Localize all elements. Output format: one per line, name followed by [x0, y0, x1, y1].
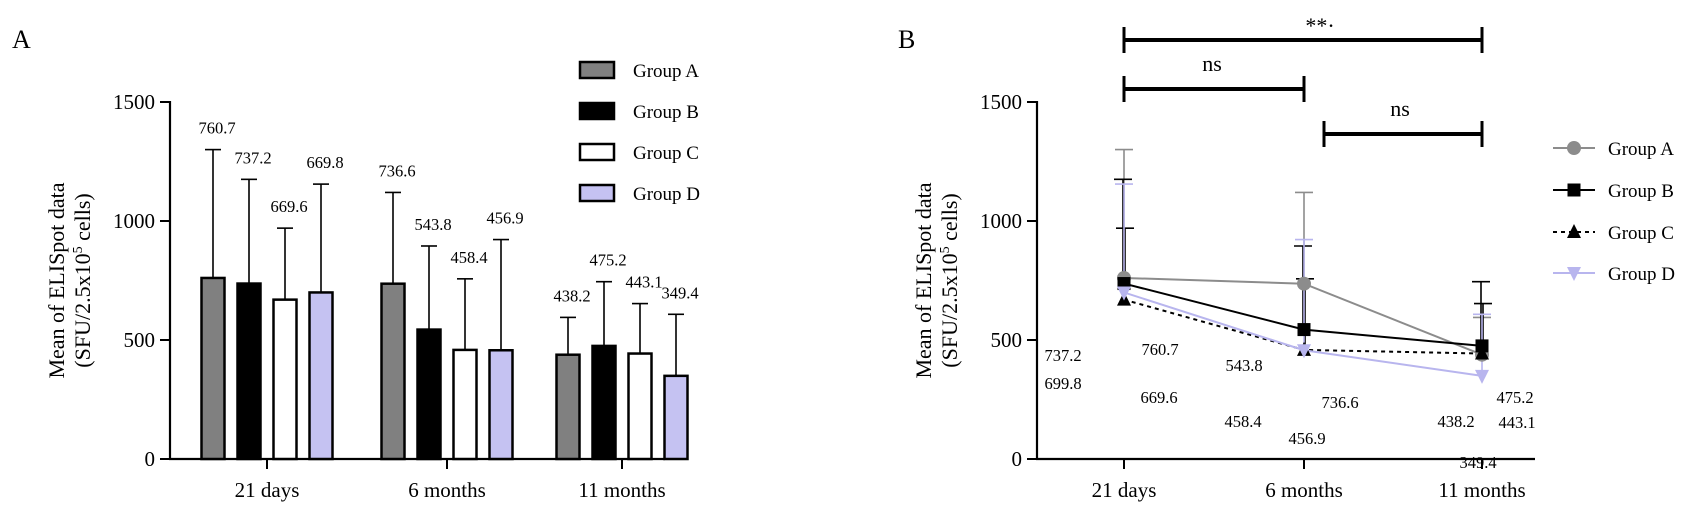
a-bar-group-b — [416, 328, 442, 461]
a-y-tick-label: 1500 — [113, 90, 155, 114]
a-data-label: 456.9 — [486, 209, 523, 228]
a-bar-group-b — [591, 344, 617, 461]
a-data-label: 458.4 — [450, 248, 487, 267]
b-marker-group-d — [1475, 369, 1489, 384]
a-bar-group-c — [627, 352, 653, 461]
b-point-label: 737.2 — [1044, 346, 1081, 365]
b-y-tick-label: 0 — [1012, 447, 1023, 471]
a-data-label: 438.2 — [553, 286, 590, 305]
a-bar-group-d — [663, 374, 689, 461]
a-legend-swatch — [578, 60, 616, 80]
a-y-tick-label: 1000 — [113, 209, 155, 233]
b-point-label: 456.9 — [1288, 429, 1325, 448]
b-y-tick-label: 500 — [991, 328, 1023, 352]
a-x-tick-label: 21 days — [235, 478, 300, 502]
panel-b-line-chart: B 0 500 1000 1500 Mean of ELISpot data (SFU/2… — [898, 13, 1675, 502]
b-legend-label: Group A — [1608, 139, 1674, 160]
a-data-label: 736.6 — [378, 161, 415, 180]
a-legend-label: Group D — [633, 184, 700, 205]
b-x-tick-label: 21 days — [1092, 478, 1157, 502]
a-legend-swatch — [578, 183, 616, 203]
b-point-label: 443.1 — [1498, 413, 1535, 432]
b-y-title-line1: Mean of ELISpot data — [911, 182, 936, 378]
a-bar-group-d — [308, 291, 334, 461]
b-y-title-line2: (SFU/2.5x105 cells) — [937, 193, 962, 367]
a-y-axis-title: Mean of ELISpot data (SFU/2.5x105 cells) — [44, 182, 95, 378]
b-significance-label: **· — [1305, 13, 1334, 38]
a-y-title-line2: (SFU/2.5x105 cells) — [70, 193, 95, 367]
b-legend-marker — [1567, 141, 1581, 155]
b-marker-group-c — [1475, 345, 1489, 360]
b-y-tick-label: 1500 — [980, 90, 1022, 114]
a-x-tick-label: 6 months — [408, 478, 486, 502]
b-legend-label: Group C — [1608, 223, 1674, 244]
b-point-label: 760.7 — [1141, 340, 1178, 359]
a-bar-group-c — [272, 298, 298, 461]
a-legend-label: Group C — [633, 143, 699, 164]
a-bar-group-a — [555, 353, 581, 461]
b-legend-marker — [1567, 183, 1581, 197]
b-point-label: 736.6 — [1321, 393, 1358, 412]
b-legend-label: Group D — [1608, 264, 1675, 285]
a-bar-group-a — [380, 282, 406, 461]
a-data-label: 349.4 — [661, 283, 698, 302]
b-x-tick-label: 6 months — [1265, 478, 1343, 502]
b-legend-marker — [1567, 224, 1581, 238]
a-legend-label: Group B — [633, 102, 699, 123]
b-point-label: 669.6 — [1140, 388, 1177, 407]
panel-a-bar-chart: A 0 500 1000 1500 Mean of ELISpot data (SFU/2… — [12, 25, 700, 502]
a-legend-swatch — [578, 142, 616, 162]
a-data-label: 543.8 — [414, 215, 451, 234]
b-y-tick-label: 1000 — [980, 209, 1022, 233]
b-point-label: 458.4 — [1224, 412, 1261, 431]
b-significance-label: ns — [1390, 96, 1410, 121]
a-y-tick-label: 500 — [124, 328, 156, 352]
a-data-label: 760.7 — [198, 119, 235, 138]
a-data-label: 475.2 — [589, 251, 626, 270]
a-legend-label: Group A — [633, 61, 699, 82]
panel-label-b: B — [898, 25, 915, 54]
a-bar-group-c — [452, 348, 478, 461]
a-data-label: 669.6 — [270, 197, 307, 216]
a-x-tick-label: 11 months — [578, 478, 665, 502]
b-marker-group-b — [1297, 323, 1311, 337]
b-point-label: 475.2 — [1496, 388, 1533, 407]
b-point-label: 543.8 — [1225, 356, 1262, 375]
b-point-label: 699.8 — [1044, 374, 1081, 393]
b-y-axis-title: Mean of ELISpot data (SFU/2.5x105 cells) — [911, 182, 962, 378]
b-significance-label: ns — [1202, 51, 1222, 76]
a-data-label: 737.2 — [234, 148, 271, 167]
b-legend-marker — [1567, 267, 1581, 281]
a-data-label: 443.1 — [625, 273, 662, 292]
b-legend-label: Group B — [1608, 181, 1674, 202]
b-marker-group-d — [1297, 344, 1311, 359]
a-bar-group-a — [200, 276, 226, 461]
b-point-label: 349.4 — [1459, 453, 1496, 472]
b-marker-group-a — [1297, 276, 1311, 291]
a-bar-group-d — [488, 349, 514, 461]
a-legend-swatch — [578, 101, 616, 121]
b-marker-group-d — [1117, 286, 1131, 301]
b-x-tick-label: 11 months — [1438, 478, 1525, 502]
panel-label-a: A — [12, 25, 31, 54]
b-point-label: 438.2 — [1437, 412, 1474, 431]
a-data-label: 669.8 — [306, 153, 343, 172]
a-y-tick-label: 0 — [145, 447, 156, 471]
a-bar-group-b — [236, 282, 262, 461]
a-y-title-line1: Mean of ELISpot data — [44, 182, 69, 378]
